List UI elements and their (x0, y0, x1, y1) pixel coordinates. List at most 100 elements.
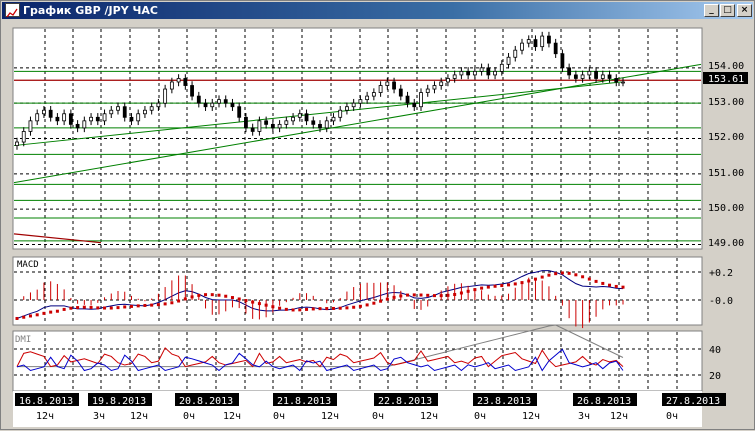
signal-point (352, 305, 356, 309)
signal-point (49, 310, 53, 314)
signal-point (379, 299, 383, 303)
candle-body (95, 116, 100, 122)
candle-body (244, 116, 248, 129)
candle-body (42, 109, 46, 115)
maximize-button[interactable]: □ (720, 4, 735, 17)
signal-point (42, 311, 46, 315)
signal-point (170, 301, 174, 305)
candle-body (365, 95, 370, 101)
candle-body (600, 74, 605, 79)
date-label-bg (273, 393, 337, 406)
dmi-minus-line (16, 348, 624, 372)
candle-body (122, 106, 127, 118)
signal-point (338, 306, 342, 310)
dmi-label: DMI (15, 335, 31, 345)
candle-body (513, 49, 518, 58)
candle-body (398, 88, 403, 97)
hour-label: 0ч (372, 411, 384, 422)
candle-body (486, 67, 491, 76)
signal-point (533, 277, 537, 281)
signal-point (103, 306, 107, 310)
signal-point (540, 275, 544, 279)
signal-point (614, 284, 618, 288)
candle-body (297, 113, 302, 118)
candle-body (459, 70, 464, 76)
signal-point (311, 307, 315, 311)
candle-body (614, 78, 619, 83)
minimize-button[interactable]: _ (704, 4, 719, 17)
hour-label: 12ч (223, 411, 241, 422)
candle-body (75, 123, 80, 129)
signal-point (35, 313, 39, 317)
signal-point (143, 303, 147, 307)
candle-body (446, 78, 450, 83)
signal-point (278, 306, 282, 310)
date-label-bg (662, 393, 726, 406)
signal-point (163, 302, 167, 306)
candle-body (506, 56, 511, 65)
candle-body (358, 99, 363, 104)
candle-body (547, 35, 551, 44)
signal-point (305, 307, 309, 311)
signal-point (298, 308, 302, 312)
signal-point (587, 277, 591, 281)
dmi-series (16, 324, 624, 372)
signal-point (480, 286, 484, 290)
macd-panel[interactable] (12, 256, 703, 326)
chart-icon (5, 3, 20, 18)
candle-body (324, 120, 329, 129)
candle-body (270, 123, 275, 129)
trend-line-upper (13, 81, 622, 147)
signal-point (554, 272, 558, 276)
candle-body (196, 95, 201, 104)
candle-body (230, 102, 235, 108)
signal-point (507, 283, 511, 287)
signal-point (136, 304, 140, 308)
signal-point (22, 315, 26, 319)
candle-body (533, 39, 538, 48)
candle-body (250, 127, 255, 132)
signal-point (426, 293, 430, 297)
date-label-bg (88, 393, 152, 406)
candle-body (520, 42, 524, 51)
candle-body (560, 53, 565, 69)
price-tick-label: 154.00 (708, 61, 744, 72)
candle-body (425, 88, 430, 93)
signal-point (204, 293, 208, 297)
candle-body (237, 106, 242, 118)
date-label-bg (473, 393, 537, 406)
signal-point (62, 307, 66, 311)
candle-body (183, 78, 188, 86)
candle-body (48, 109, 53, 118)
candle-body (499, 63, 504, 72)
price-tick-label: 149.00 (708, 238, 744, 249)
signal-point (177, 299, 181, 303)
candle-body (82, 120, 87, 129)
candle-body (338, 109, 343, 118)
signal-point (237, 297, 241, 301)
candle-body (223, 99, 228, 104)
candle-body (210, 102, 215, 108)
title-bar[interactable]: График GBP /JPY ЧАС _ □ × (2, 2, 753, 19)
signal-point (358, 304, 362, 308)
candle-body (163, 88, 168, 104)
price-tick-label: 150.00 (708, 203, 744, 214)
candle-body (607, 74, 612, 79)
hour-label: 12ч (522, 411, 540, 422)
close-button[interactable]: × (737, 4, 752, 17)
horizontal-levels (13, 70, 701, 244)
signal-point (493, 284, 497, 288)
candle-body (351, 102, 356, 108)
date-label: 23.8.2013 (477, 396, 531, 407)
signal-point (197, 293, 201, 297)
date-label-bg (573, 393, 637, 406)
signal-point (500, 284, 504, 288)
signal-point (109, 306, 113, 310)
current-price-label: 153.61 (708, 74, 744, 85)
date-label: 21.8.2013 (277, 396, 331, 407)
candle-body (217, 99, 221, 104)
window-title: График GBP /JPY ЧАС (23, 4, 158, 17)
signal-point (96, 306, 100, 310)
